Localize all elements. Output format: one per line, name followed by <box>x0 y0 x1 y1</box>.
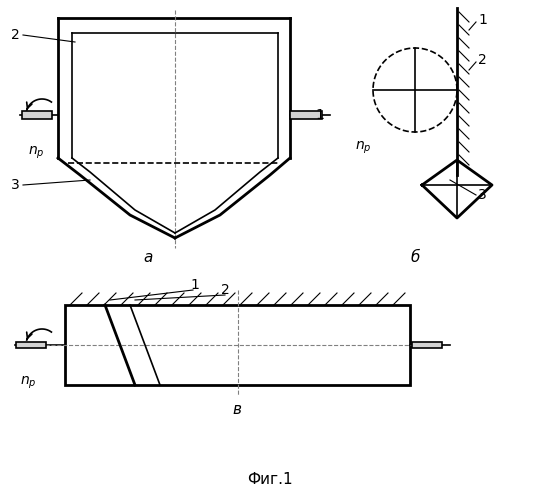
Text: 2: 2 <box>221 283 230 297</box>
Bar <box>412 342 442 348</box>
Text: 1: 1 <box>191 278 199 292</box>
Text: 2: 2 <box>11 28 20 42</box>
Text: $n_р$: $n_р$ <box>20 375 37 391</box>
Text: Фиг.1: Фиг.1 <box>247 473 293 488</box>
Text: 1: 1 <box>315 108 324 122</box>
Text: 3: 3 <box>11 178 20 192</box>
Text: 3: 3 <box>478 188 487 202</box>
Text: б: б <box>410 250 420 265</box>
Text: $n_р$: $n_р$ <box>355 140 372 156</box>
Bar <box>65 305 410 385</box>
Text: в: в <box>233 403 241 418</box>
Text: $n_р$: $n_р$ <box>28 145 44 161</box>
Text: 2: 2 <box>478 53 487 67</box>
Text: а: а <box>143 250 153 265</box>
Bar <box>290 111 322 119</box>
Bar <box>22 111 52 119</box>
Text: 1: 1 <box>478 13 487 27</box>
Bar <box>16 342 46 348</box>
